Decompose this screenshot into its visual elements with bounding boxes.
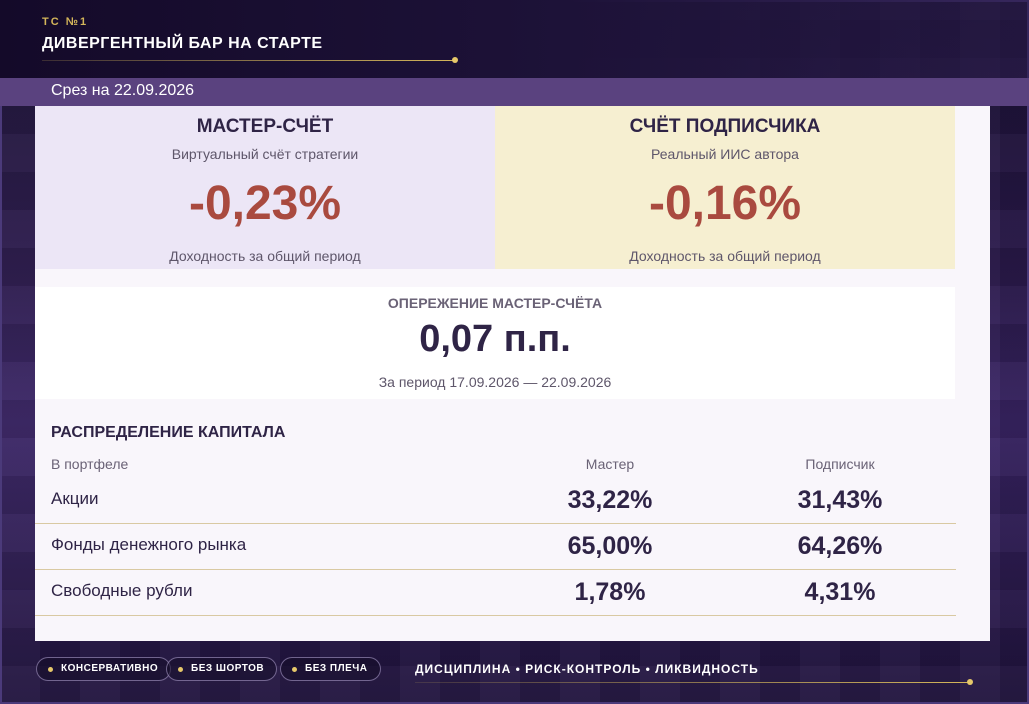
row-master-value: 65,00%	[567, 532, 653, 560]
footer-motto: ДИСЦИПЛИНА • РИСК-КОНТРОЛЬ • ЛИКВИДНОСТЬ	[415, 662, 759, 676]
tag-dot-icon	[178, 667, 183, 672]
tag-no-leverage: БЕЗ ПЛЕЧА	[280, 657, 381, 681]
subscriber-return-caption: Доходность за общий период	[629, 248, 821, 264]
column-header-portfolio: В портфеле	[51, 456, 129, 472]
row-subscriber-value: 4,31%	[804, 578, 876, 606]
lead-label: ОПЕРЕЖЕНИЕ МАСТЕР-СЧЁТА	[387, 295, 603, 311]
lead-value: 0,07 п.п.	[419, 318, 571, 360]
row-label: Акции	[51, 489, 99, 508]
tag-dot-icon	[48, 667, 53, 672]
tag-label: БЕЗ ПЛЕЧА	[305, 663, 368, 674]
header-kicker: ТС №1	[42, 16, 89, 28]
footer-dot-icon	[967, 679, 973, 685]
snapshot-bar: Срез на 22.09.2026	[0, 78, 1029, 106]
master-return-value: -0,23%	[188, 177, 342, 230]
table-row: Акции 33,22% 31,43%	[35, 478, 956, 524]
main-panel: МАСТЕР-СЧЁТ Виртуальный счёт стратегии -…	[35, 106, 990, 641]
row-master-value: 33,22%	[567, 486, 653, 514]
master-account-card: МАСТЕР-СЧЁТ Виртуальный счёт стратегии -…	[35, 106, 495, 269]
subscriber-account-card: СЧЁТ ПОДПИСЧИКА Реальный ИИС автора -0,1…	[495, 106, 955, 269]
row-subscriber-value: 31,43%	[797, 486, 883, 514]
tag-label: КОНСЕРВАТИВНО	[61, 663, 159, 674]
lead-summary: ОПЕРЕЖЕНИЕ МАСТЕР-СЧЁТА 0,07 п.п. За пер…	[35, 287, 955, 399]
footer-divider	[415, 682, 970, 683]
row-label: Свободные рубли	[51, 581, 193, 600]
allocation-title: РАСПРЕДЕЛЕНИЕ КАПИТАЛА	[51, 424, 286, 441]
master-return-caption: Доходность за общий период	[169, 248, 361, 264]
master-account-title: МАСТЕР-СЧЁТ	[196, 116, 334, 137]
row-master-value: 1,78%	[574, 578, 646, 606]
tag-dot-icon	[292, 667, 297, 672]
column-header-master: Мастер	[585, 456, 635, 472]
header-dot-icon	[452, 57, 458, 63]
subscriber-account-title: СЧЁТ ПОДПИСЧИКА	[629, 116, 821, 137]
tag-no-shorts: БЕЗ ШОРТОВ	[166, 657, 278, 681]
page-title: ДИВЕРГЕНТНЫЙ БАР НА СТАРТЕ	[42, 35, 323, 52]
table-row: Свободные рубли 1,78% 4,31%	[35, 570, 956, 616]
footer: КОНСЕРВАТИВНО БЕЗ ШОРТОВ БЕЗ ПЛЕЧА ДИСЦИ…	[0, 641, 1029, 704]
lead-period: За период 17.09.2026 — 22.09.2026	[378, 374, 612, 390]
subscriber-account-description: Реальный ИИС автора	[651, 146, 799, 162]
snapshot-date: Срез на 22.09.2026	[51, 82, 195, 99]
row-label: Фонды денежного рынка	[51, 535, 247, 554]
tag-label: БЕЗ ШОРТОВ	[191, 663, 265, 674]
master-account-description: Виртуальный счёт стратегии	[171, 146, 359, 162]
subscriber-return-value: -0,16%	[648, 177, 802, 230]
table-row: Фонды денежного рынка 65,00% 64,26%	[35, 524, 956, 570]
header: ТС №1 ДИВЕРГЕНТНЫЙ БАР НА СТАРТЕ	[0, 0, 1029, 78]
tag-conservative: КОНСЕРВАТИВНО	[36, 657, 172, 681]
header-divider	[42, 60, 454, 61]
row-subscriber-value: 64,26%	[797, 532, 883, 560]
column-header-subscriber: Подписчик	[805, 456, 875, 472]
